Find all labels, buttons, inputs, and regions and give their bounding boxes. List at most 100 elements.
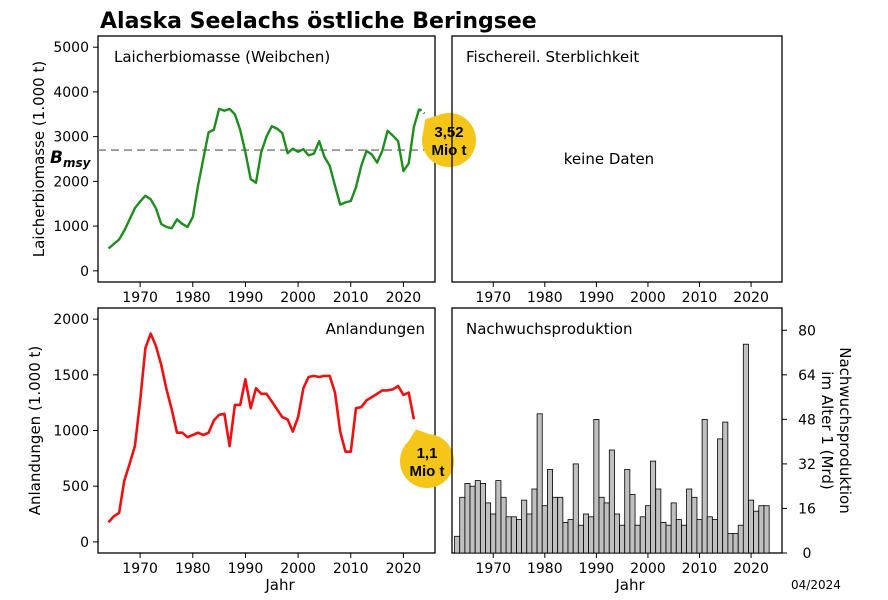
recruitment-bar bbox=[645, 505, 651, 554]
recruitment-bar bbox=[521, 499, 528, 554]
recruitment-bar bbox=[742, 343, 749, 554]
callout-unit: Mio t bbox=[432, 142, 467, 159]
x-tick-label: 1970 bbox=[475, 561, 511, 577]
panel-title: Nachwuchsproduktion bbox=[466, 320, 633, 338]
recruitment-bar bbox=[758, 505, 765, 554]
x-tick-label: 2010 bbox=[682, 561, 718, 577]
y-tick-label: 1000 bbox=[53, 219, 89, 235]
y-tick-label: 0 bbox=[80, 535, 89, 551]
x-axis-title: Jahr bbox=[614, 576, 645, 594]
recruitment-bar bbox=[701, 418, 708, 554]
panel-title: Laicherbiomasse (Weibchen) bbox=[114, 48, 330, 66]
recruitment-bar bbox=[619, 524, 626, 554]
recruitment-bar bbox=[717, 438, 724, 554]
recruitment-bar bbox=[567, 519, 574, 554]
recruitment-bar bbox=[624, 469, 631, 554]
recruitment-bar bbox=[665, 524, 672, 554]
panel-title: Anlandungen bbox=[326, 320, 425, 338]
y-tick-label: 64 bbox=[798, 368, 816, 384]
x-tick-label: 1990 bbox=[228, 290, 264, 306]
recruitment-bar bbox=[737, 524, 744, 554]
y-tick-label: 4000 bbox=[53, 85, 89, 101]
recruitment-bar bbox=[634, 524, 641, 554]
recruitment-bar bbox=[598, 496, 605, 554]
recruitment-bar bbox=[485, 502, 492, 554]
ssb-line bbox=[107, 107, 421, 250]
x-tick-label: 1970 bbox=[122, 290, 158, 306]
y-axis-title: Anlandungen (1.000 t) bbox=[26, 346, 44, 516]
panel-frame bbox=[97, 307, 436, 554]
recruitment-bar bbox=[490, 513, 497, 554]
panel-ssb: Laicherbiomasse (Weibchen) 1970 1980 1990 2… bbox=[30, 35, 476, 306]
recruitment-bar bbox=[552, 496, 559, 554]
x-tick-label: 2020 bbox=[386, 290, 422, 306]
recruitment-bar bbox=[603, 502, 610, 554]
y-tick-label: 0 bbox=[803, 546, 812, 562]
chart-title: Alaska Seelachs östliche Beringsee bbox=[100, 9, 537, 34]
y-tick-label: 1500 bbox=[53, 368, 89, 384]
recruitment-bar bbox=[464, 482, 471, 554]
x-tick-label: 2000 bbox=[280, 561, 316, 577]
y-tick-label: 80 bbox=[798, 323, 816, 339]
recruitment-bar bbox=[516, 519, 523, 554]
recruitment-bar bbox=[753, 510, 760, 554]
x-tick-label: 1990 bbox=[579, 561, 615, 577]
x-axis-title: Jahr bbox=[264, 576, 295, 594]
recruitment-bar bbox=[706, 516, 713, 554]
recruitment-bar bbox=[505, 516, 512, 554]
y-tick-label: 3000 bbox=[53, 130, 89, 146]
recruitment-bar bbox=[639, 516, 646, 554]
x-tick-label: 1980 bbox=[527, 561, 563, 577]
x-tick-label: 2000 bbox=[280, 290, 316, 306]
recruitment-bar bbox=[479, 482, 486, 554]
recruitment-bar bbox=[748, 499, 755, 554]
x-tick-label: 1990 bbox=[228, 561, 264, 577]
recruitment-bar bbox=[670, 502, 677, 554]
recruitment-bar bbox=[469, 485, 476, 554]
y-tick-label: 16 bbox=[798, 501, 816, 517]
recruitment-bar bbox=[557, 496, 564, 554]
panel-frame bbox=[451, 35, 783, 283]
recruitment-bar bbox=[583, 513, 590, 554]
x-tick-label: 1970 bbox=[475, 290, 511, 306]
x-tick-label: 1990 bbox=[579, 290, 615, 306]
x-tick-label: 2000 bbox=[630, 561, 666, 577]
recruitment-bar bbox=[681, 524, 688, 554]
recruitment-bar bbox=[474, 480, 481, 554]
recruitment-bar bbox=[588, 516, 595, 554]
recruitment-bar bbox=[629, 494, 636, 554]
landings-line bbox=[107, 332, 416, 524]
panel-title: Fischereil. Sterblichkeit bbox=[466, 48, 639, 66]
recruitment-bar bbox=[593, 418, 600, 554]
x-tick-label: 1970 bbox=[122, 561, 158, 577]
recruitment-bar bbox=[655, 488, 662, 554]
recruitment-bar bbox=[732, 533, 739, 554]
recruitment-bar bbox=[547, 469, 553, 554]
recruitment-bar bbox=[454, 535, 461, 554]
y-axis-title-line2: im Alter 1 (Mrd) bbox=[818, 371, 836, 489]
recruitment-bar bbox=[675, 519, 682, 554]
recruitment-bar bbox=[541, 505, 548, 554]
callout-bubble bbox=[400, 434, 454, 488]
recruitment-bar bbox=[562, 522, 569, 554]
x-tick-label: 2020 bbox=[386, 561, 422, 577]
y-axis-title: Laicherbiomasse (1.000 t) bbox=[30, 61, 48, 257]
x-tick-label: 2020 bbox=[733, 561, 769, 577]
recruitment-bar bbox=[650, 460, 657, 554]
recruitment-bar bbox=[510, 516, 517, 554]
recruitment-bar bbox=[572, 463, 579, 554]
recruitment-bar bbox=[500, 496, 507, 554]
x-tick-label: 1980 bbox=[527, 290, 563, 306]
bmsy-label: Bmsy bbox=[50, 148, 92, 170]
recruitment-bar bbox=[608, 449, 615, 554]
y-tick-label: 48 bbox=[798, 412, 816, 428]
recruitment-bar bbox=[763, 505, 770, 554]
x-tick-label: 2010 bbox=[333, 561, 369, 577]
y-axis-title-line1: Nachwuchsproduktion bbox=[836, 347, 854, 514]
date-label: 04/2024 bbox=[791, 578, 841, 592]
recruitment-bar bbox=[660, 522, 667, 554]
panel-fishing-mortality: Fischereil. Sterblichkeit keine Daten 19… bbox=[451, 35, 783, 306]
recruitment-bar bbox=[495, 480, 502, 554]
panel-landings: Anlandungen Jahr 1970 1980 1990 2000 2010 202… bbox=[26, 307, 454, 594]
